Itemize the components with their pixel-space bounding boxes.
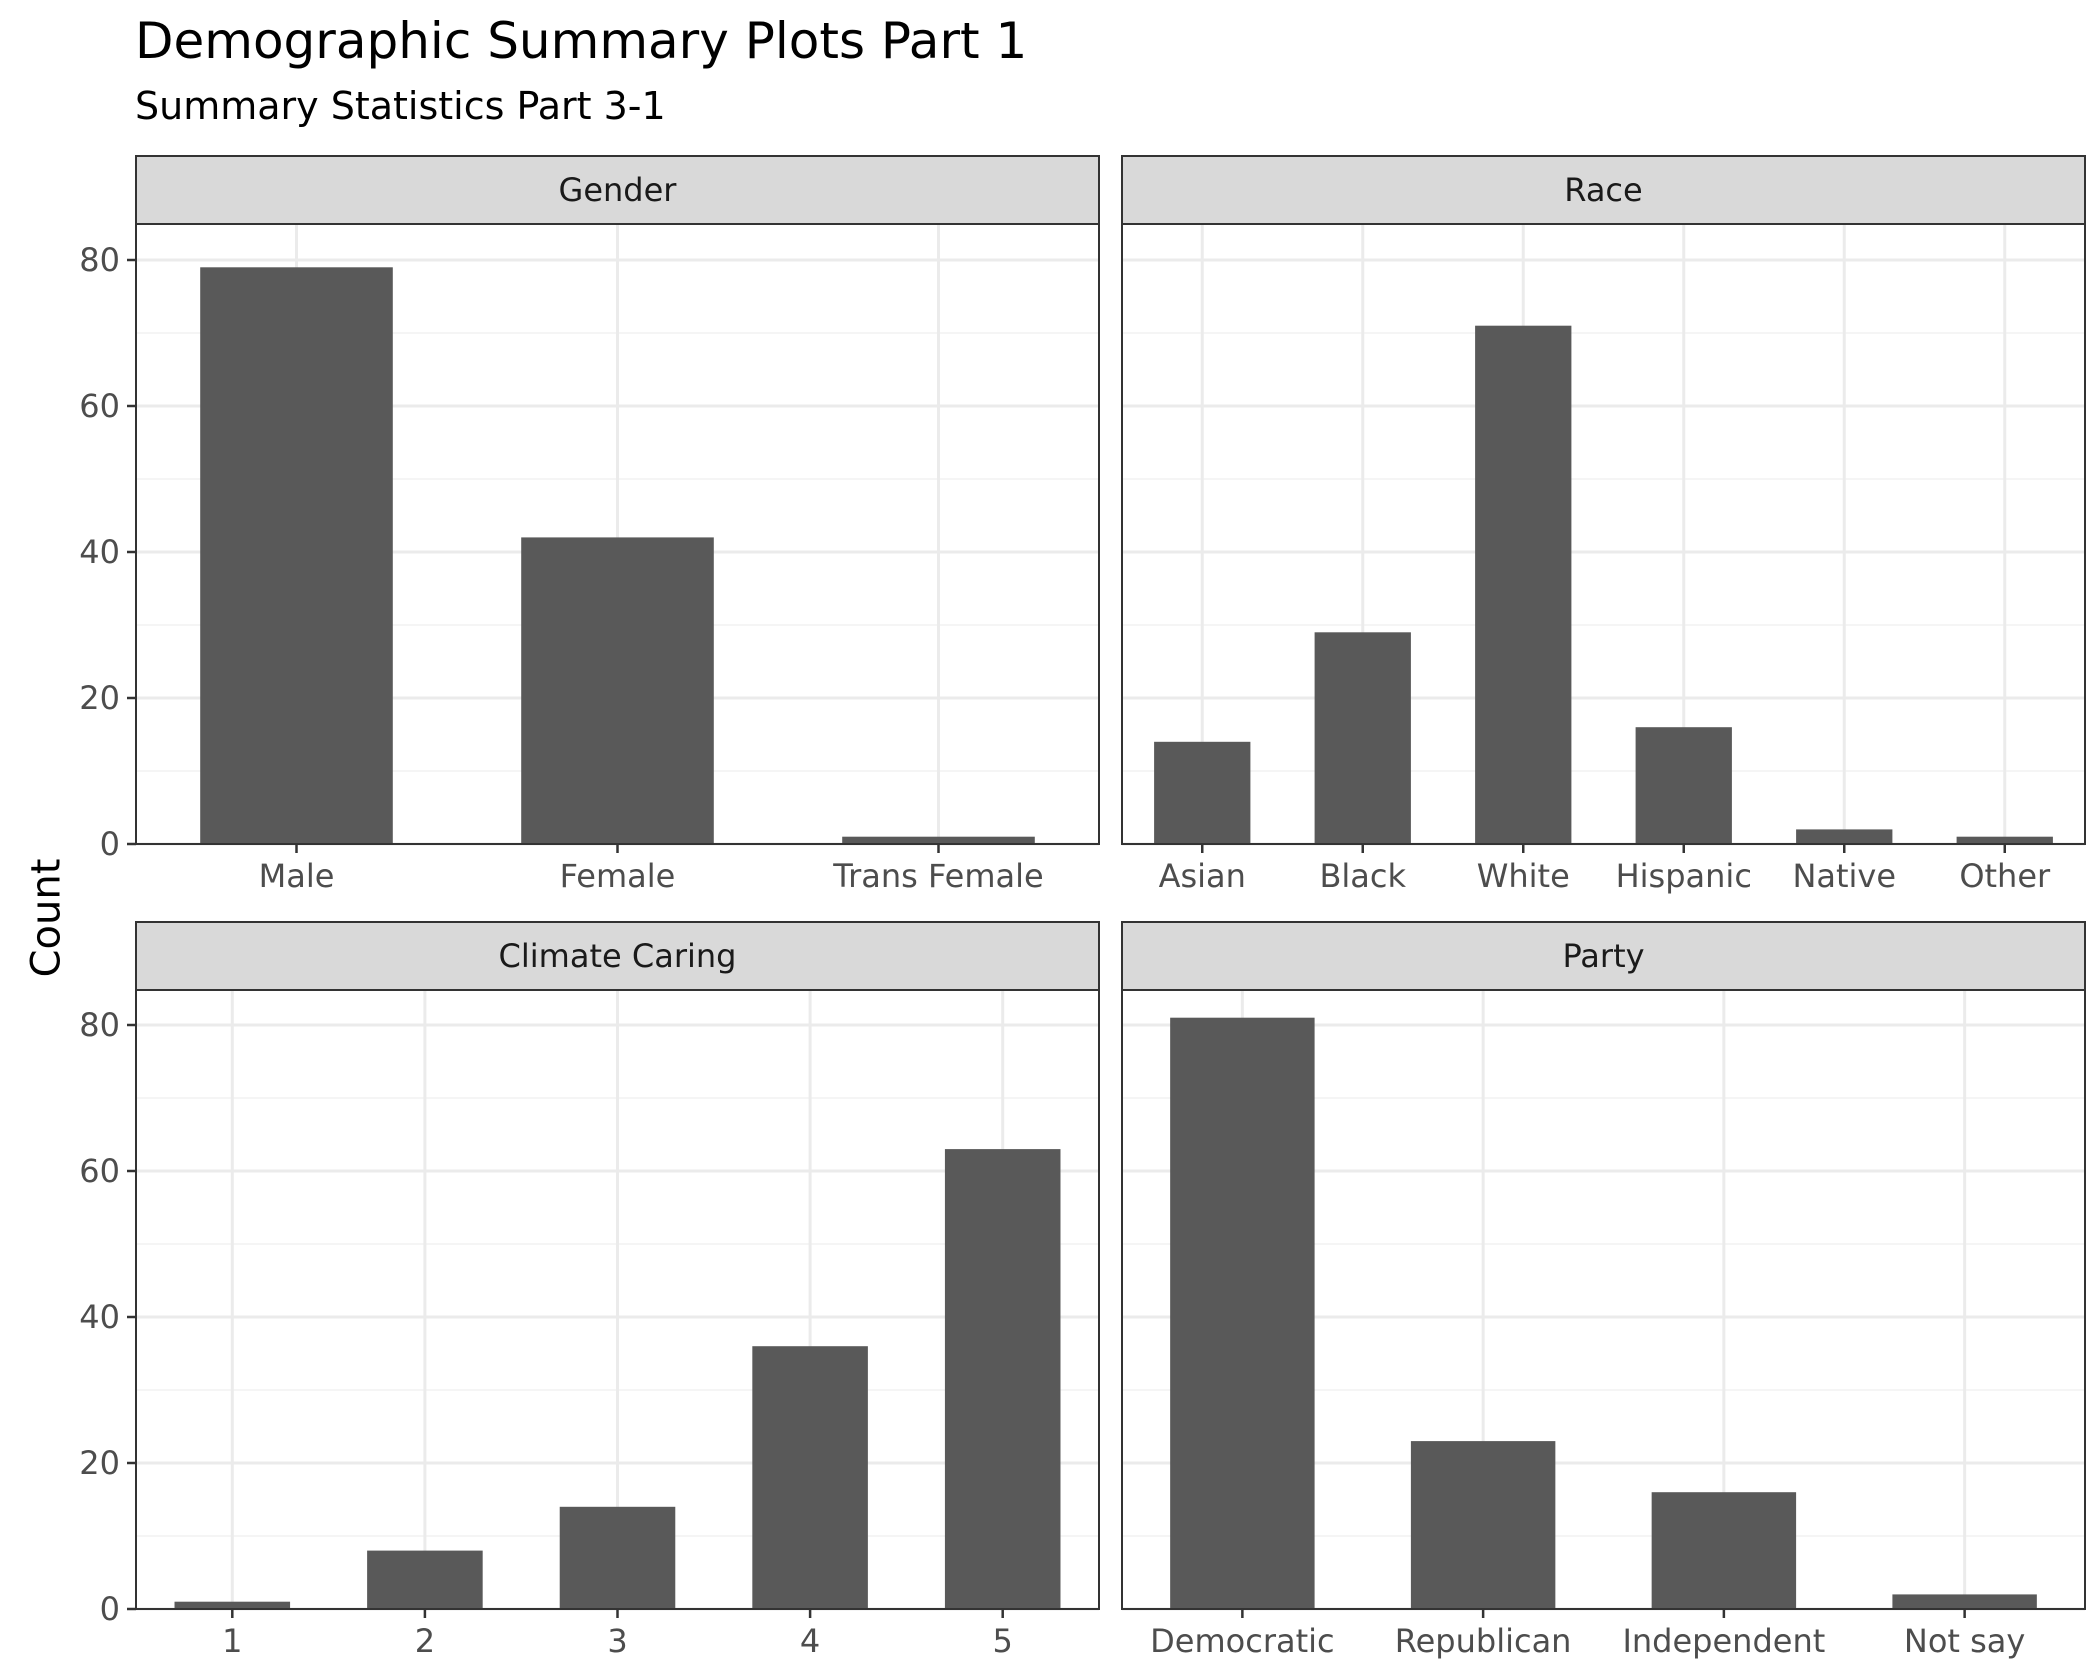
bar-race-white xyxy=(1475,325,1572,844)
x-tick-label: Male xyxy=(259,857,335,895)
x-tick-label: Hispanic xyxy=(1616,857,1752,895)
facet-label-party: Party xyxy=(1562,937,1644,975)
facet-strip-party xyxy=(1121,921,2086,991)
y-tick-label: 60 xyxy=(79,387,120,425)
x-tick-label: Other xyxy=(1959,857,2051,895)
x-tick-label: 3 xyxy=(607,1622,627,1660)
x-tick-label: Native xyxy=(1792,857,1896,895)
y-tick-label: 60 xyxy=(79,1152,120,1190)
bar-gender-male xyxy=(200,267,393,844)
bar-race-native xyxy=(1796,829,1893,844)
facet-label-climate-caring: Climate Caring xyxy=(499,937,737,975)
bar-gender-female xyxy=(521,537,714,844)
bar-party-not-say xyxy=(1892,1594,2037,1609)
x-tick-label: Asian xyxy=(1159,857,1246,895)
bar-race-black xyxy=(1314,632,1411,844)
x-tick-label: Independent xyxy=(1622,1622,1825,1660)
y-tick-label: 20 xyxy=(79,1444,120,1482)
x-tick-label: 2 xyxy=(415,1622,435,1660)
y-tick-label: 0 xyxy=(100,825,120,863)
x-tick-label: Female xyxy=(560,857,676,895)
y-tick-label: 80 xyxy=(79,1006,120,1044)
bar-climate-caring-5 xyxy=(944,1149,1061,1609)
bar-party-independent xyxy=(1651,1492,1797,1609)
bar-race-asian xyxy=(1154,741,1251,844)
chart-title: Demographic Summary Plots Part 1 xyxy=(135,12,1028,70)
bar-party-democratic xyxy=(1170,1017,1315,1609)
y-tick-label: 40 xyxy=(79,533,120,571)
facet-strip-climate-caring xyxy=(135,921,1100,991)
x-tick-label: 1 xyxy=(222,1622,242,1660)
bar-climate-caring-4 xyxy=(752,1346,868,1609)
x-tick-label: White xyxy=(1477,857,1570,895)
x-tick-label: 5 xyxy=(993,1622,1013,1660)
x-tick-label: 4 xyxy=(800,1622,820,1660)
x-tick-label: Not say xyxy=(1904,1622,2025,1660)
bar-race-other xyxy=(1956,836,2053,844)
bar-race-hispanic xyxy=(1635,727,1732,844)
x-tick-label: Black xyxy=(1319,857,1406,895)
chart-subtitle: Summary Statistics Part 3-1 xyxy=(135,84,666,128)
y-tick-label: 40 xyxy=(79,1298,120,1336)
x-tick-label: Trans Female xyxy=(832,857,1043,895)
facet-label-gender: Gender xyxy=(559,171,678,209)
facet-label-race: Race xyxy=(1564,171,1642,209)
x-tick-label: Democratic xyxy=(1150,1622,1334,1660)
panel-background-race xyxy=(1122,224,2085,844)
y-tick-label: 0 xyxy=(100,1590,120,1628)
bar-climate-caring-3 xyxy=(559,1506,676,1609)
x-tick-label: Republican xyxy=(1395,1622,1572,1660)
bar-climate-caring-1 xyxy=(174,1601,291,1609)
facet-strip-gender xyxy=(135,155,1100,225)
y-tick-label: 80 xyxy=(79,241,120,279)
y-tick-label: 20 xyxy=(79,679,120,717)
bar-party-republican xyxy=(1410,1441,1556,1609)
bar-climate-caring-2 xyxy=(367,1550,483,1609)
bar-gender-trans-female xyxy=(842,836,1035,844)
facet-strip-race xyxy=(1121,155,2086,225)
